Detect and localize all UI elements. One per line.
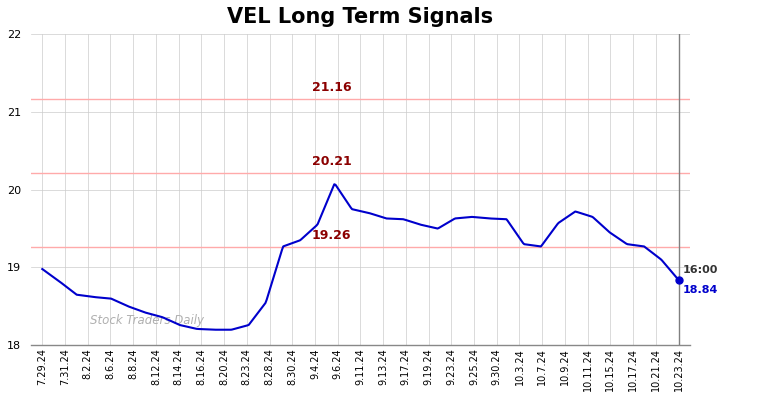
Text: 19.26: 19.26 [312,229,351,242]
Text: 16:00: 16:00 [683,265,718,275]
Title: VEL Long Term Signals: VEL Long Term Signals [227,7,493,27]
Text: 21.16: 21.16 [312,81,351,94]
Text: Stock Traders Daily: Stock Traders Daily [90,314,204,327]
Text: 18.84: 18.84 [683,285,718,295]
Text: 20.21: 20.21 [312,155,352,168]
